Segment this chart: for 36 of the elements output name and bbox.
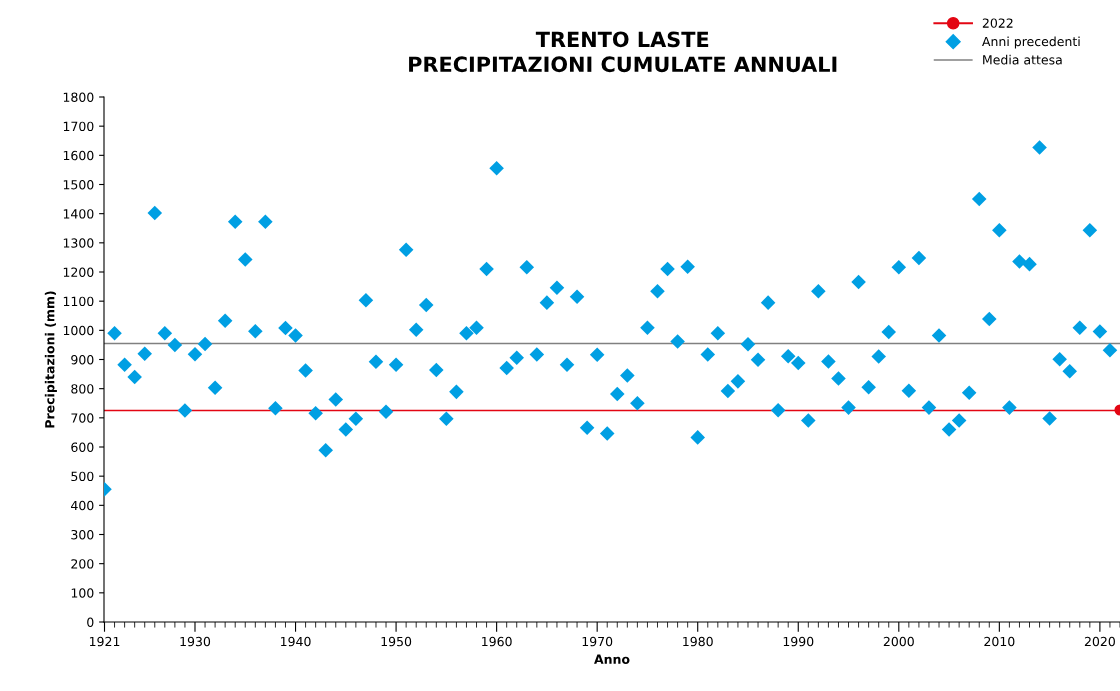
y-tick-label: 700 xyxy=(71,413,94,423)
y-tick-label: 400 xyxy=(71,500,94,511)
y-tick-label: 900 xyxy=(71,354,94,365)
x-tick-label: 1960 xyxy=(482,636,512,647)
y-tick-label: 100 xyxy=(71,588,94,598)
x-tick-label: 2010 xyxy=(984,636,1015,647)
y-tick-label: 1100 xyxy=(63,296,94,307)
y-tick-label: 500 xyxy=(71,471,94,482)
y-axis-title: Precipitazioni (mm) xyxy=(44,291,57,428)
y-tick-label: 200 xyxy=(71,559,94,569)
y-tick-label: 1200 xyxy=(63,267,94,277)
x-tick-label: 1950 xyxy=(381,636,412,647)
legend-label: 2022 xyxy=(982,18,1013,28)
legend-label: Anni precedenti xyxy=(982,36,1080,49)
legend-label: Media attesa xyxy=(983,54,1062,65)
x-tick-label: 1990 xyxy=(783,636,814,647)
chart-title: TRENTO LASTE PRECIPITAZIONI CUMULATE ANNUALI xyxy=(409,31,837,73)
y-tick-label: 1600 xyxy=(63,150,94,161)
x-tick-label: 1930 xyxy=(180,636,211,647)
x-axis-title: Anno xyxy=(594,654,630,664)
y-tick-label: 1300 xyxy=(63,238,94,248)
x-tick-label: 1940 xyxy=(281,636,311,647)
x-tick-label: 1921 xyxy=(89,636,120,647)
x-tick-label: 2000 xyxy=(883,636,914,647)
y-tick-label: 1000 xyxy=(63,325,94,336)
x-tick-label: 1980 xyxy=(683,636,713,647)
y-tick-label: 600 xyxy=(71,442,94,452)
x-tick-label: 2020 xyxy=(1084,636,1115,647)
y-tick-label: 1500 xyxy=(63,179,94,190)
y-tick-label: 300 xyxy=(71,529,94,540)
y-tick-label: 1400 xyxy=(63,209,94,219)
x-tick-label: 1970 xyxy=(582,636,613,647)
y-tick-label: 0 xyxy=(87,617,94,627)
y-tick-label: 800 xyxy=(71,384,94,394)
y-tick-label: 1700 xyxy=(63,121,94,132)
y-tick-label: 1800 xyxy=(63,92,94,102)
